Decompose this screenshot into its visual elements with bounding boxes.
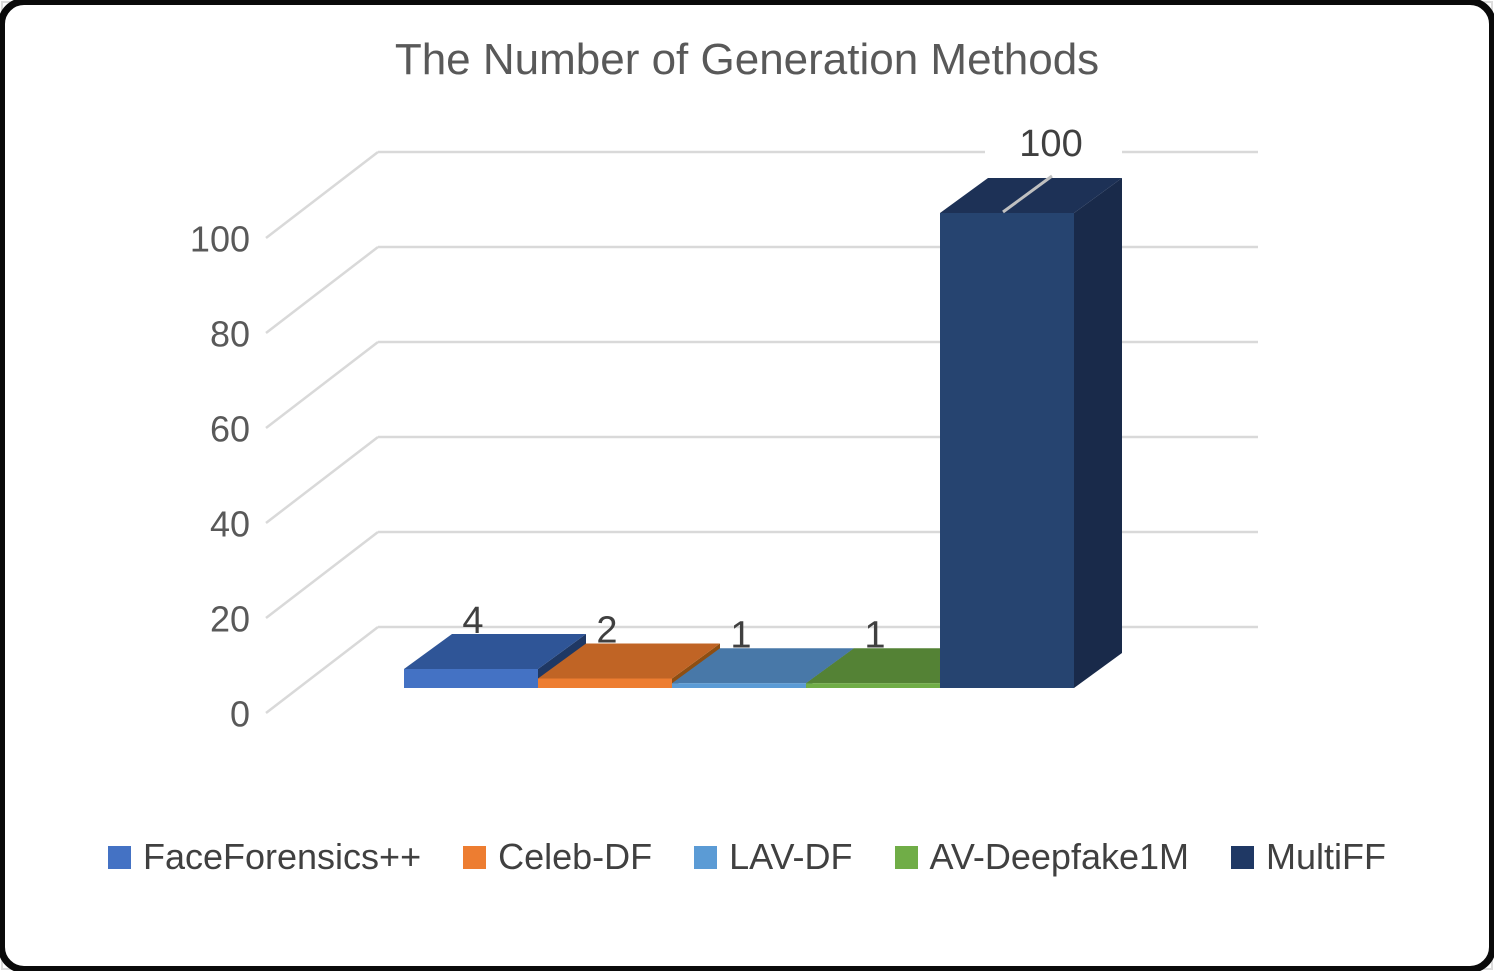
legend-label: MultiFF bbox=[1266, 836, 1387, 877]
data-label-faceforensics: 4 bbox=[462, 600, 483, 642]
y-tick-label-80: 80 bbox=[210, 314, 250, 355]
legend-item-celeb-df: Celeb-DF bbox=[463, 836, 652, 878]
gridline-diagonal-80 bbox=[265, 246, 379, 334]
legend-swatch bbox=[894, 845, 918, 869]
bar-top-multiff bbox=[940, 178, 1122, 213]
legend-swatch bbox=[694, 845, 718, 869]
bar-front-faceforensics bbox=[404, 669, 538, 688]
legend-label: LAV-DF bbox=[729, 836, 853, 877]
bar-top-faceforensics bbox=[404, 634, 586, 669]
legend-swatch bbox=[1231, 845, 1255, 869]
gridline-diagonal-60 bbox=[265, 341, 379, 429]
gridline-diagonal-40 bbox=[265, 436, 379, 524]
legend-label: AV-Deepfake1M bbox=[929, 836, 1190, 877]
y-tick-label-100: 100 bbox=[190, 219, 250, 260]
bar-side-multiff bbox=[1074, 178, 1122, 688]
bar-top-celeb-df bbox=[538, 643, 720, 679]
y-tick-label-40: 40 bbox=[210, 504, 250, 545]
chart-title: The Number of Generation Methods bbox=[394, 35, 1100, 84]
legend-item-av-deepfake1m: AV-Deepfake1M bbox=[894, 836, 1190, 878]
gridline-diagonal-20 bbox=[265, 531, 379, 619]
data-label-celeb-df: 2 bbox=[596, 610, 617, 652]
chart-legend: FaceForensics++ Celeb-DF LAV-DF AV-Deepfake… bbox=[0, 836, 1494, 878]
legend-item-multiff: MultiFF bbox=[1231, 836, 1386, 878]
bar-front-av-deepfake1m bbox=[806, 683, 940, 688]
gridline-100-topface-segment bbox=[1002, 174, 1053, 214]
data-label-av-deepfake1m: 1 bbox=[864, 614, 885, 656]
y-tick-label-0: 0 bbox=[230, 694, 250, 735]
bar-front-lav-df bbox=[672, 683, 806, 688]
bar-top-lav-df bbox=[672, 648, 854, 684]
y-tick-label-20: 20 bbox=[210, 599, 250, 640]
bar-front-multiff bbox=[940, 213, 1074, 688]
legend-item-faceforensics-: FaceForensics++ bbox=[107, 836, 422, 878]
legend-label: Celeb-DF bbox=[498, 836, 653, 877]
legend-label: FaceForensics++ bbox=[142, 836, 422, 877]
legend-swatch bbox=[463, 845, 487, 869]
gridline-diagonal-0 bbox=[265, 626, 379, 714]
y-tick-label-60: 60 bbox=[210, 409, 250, 450]
gridline-diagonal-100 bbox=[265, 151, 379, 239]
legend-item-lav-df: LAV-DF bbox=[694, 836, 853, 878]
data-label-lav-df: 1 bbox=[730, 614, 751, 656]
legend-swatch bbox=[107, 845, 131, 869]
bar-front-celeb-df bbox=[538, 678, 672, 688]
data-label-multiff: 100 bbox=[1019, 123, 1082, 165]
